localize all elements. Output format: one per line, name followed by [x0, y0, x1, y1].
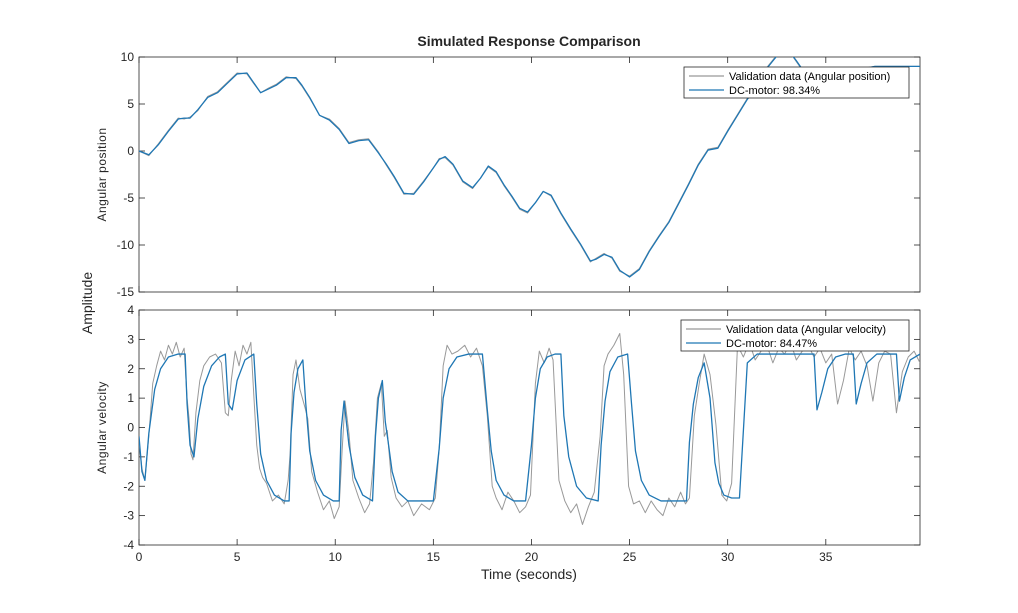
- x-tick-label: 30: [721, 550, 735, 564]
- y-tick-label: 2: [127, 362, 134, 376]
- x-tick-label: 10: [329, 550, 343, 564]
- y-tick-label: 0: [127, 144, 134, 158]
- y-axis-label: Angular position: [95, 127, 109, 221]
- legend-entry: DC-motor: 98.34%: [729, 85, 820, 97]
- x-tick-label: 35: [819, 550, 833, 564]
- chart-title: Simulated Response Comparison: [417, 33, 640, 49]
- dc-motor-model-line: [139, 353, 920, 502]
- y-tick-label: 3: [127, 332, 134, 346]
- legend-entry: Validation data (Angular position): [729, 71, 890, 83]
- x-tick-label: 25: [623, 550, 637, 564]
- legend: Validation data (Angular position) DC-mot…: [683, 66, 910, 99]
- y-tick-label: 10: [121, 50, 135, 64]
- y-tick-label: -3: [123, 509, 134, 523]
- legend: Validation data (Angular velocity) DC-mot…: [680, 319, 910, 352]
- y-tick-label: -15: [117, 285, 135, 299]
- y-tick-label: 1: [127, 391, 134, 405]
- y-tick-label: -1: [123, 450, 134, 464]
- x-tick-label: 15: [427, 550, 441, 564]
- x-tick-label: 5: [234, 550, 241, 564]
- legend-entry: DC-motor: 84.47%: [726, 338, 817, 350]
- y-tick-label: -10: [117, 238, 135, 252]
- y-tick-label: 4: [127, 303, 134, 317]
- y-tick-label: 0: [127, 421, 134, 435]
- y-axis-label: Angular velocity: [95, 381, 109, 474]
- x-tick-label: 0: [136, 550, 143, 564]
- legend-entry: Validation data (Angular velocity): [726, 324, 886, 336]
- legend-box: [683, 66, 910, 99]
- legend-box: [680, 319, 910, 352]
- shared-y-axis-label: Amplitude: [79, 272, 95, 334]
- y-tick-label: -5: [123, 191, 134, 205]
- x-axis-label: Time (seconds): [481, 566, 577, 582]
- x-tick-label: 20: [525, 550, 539, 564]
- y-tick-label: 5: [127, 97, 134, 111]
- dc-motor-model-line: [139, 57, 920, 278]
- y-tick-label: -2: [123, 479, 134, 493]
- y-tick-label: -4: [123, 538, 134, 552]
- angular-position-axes: 10 5 0 -5 -10 -15 Angular position Validation d…: [95, 50, 921, 299]
